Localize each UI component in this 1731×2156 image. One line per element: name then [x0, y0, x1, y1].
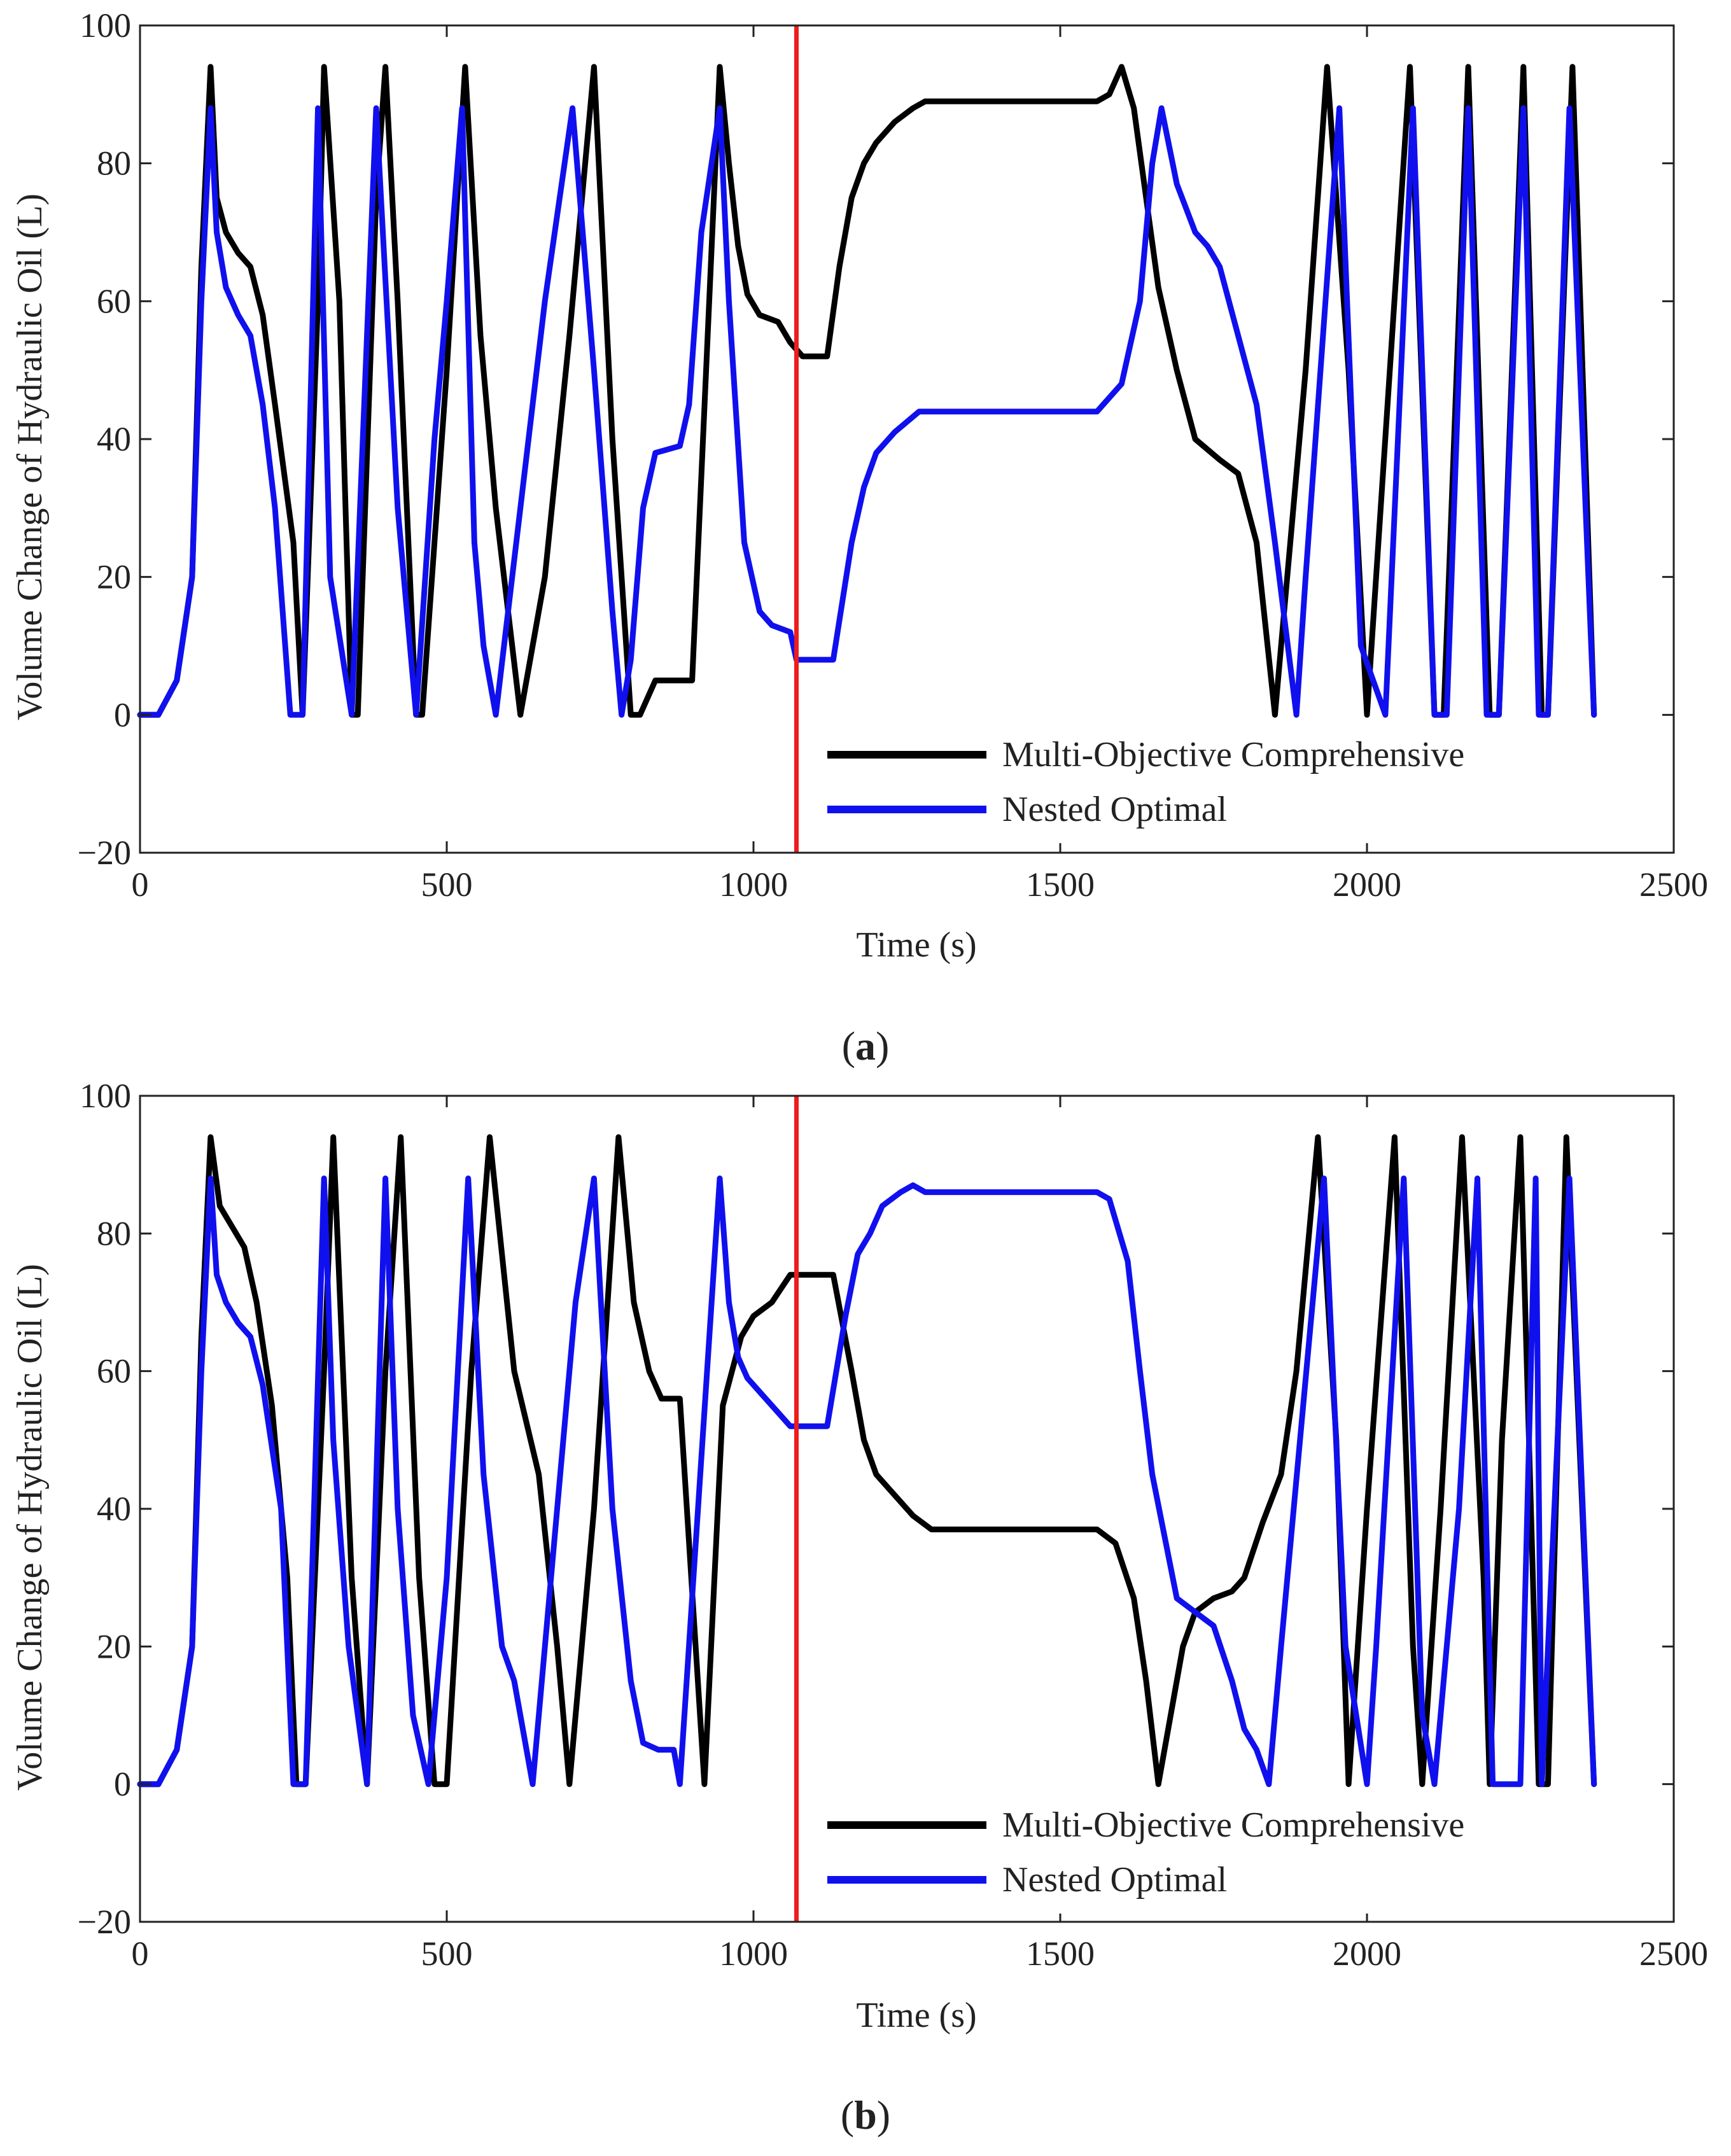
panel-b-x-tick-label: 0 — [132, 1935, 149, 1973]
panel-a-legend-background — [802, 722, 1667, 843]
panel-a-x-tick-label: 2000 — [1333, 865, 1401, 904]
panel-a-x-tick-label: 500 — [421, 865, 473, 904]
panel-b-x-tick-label: 2000 — [1333, 1935, 1401, 1973]
panel-b-series-nested-optimal — [137, 1175, 1597, 1788]
panel-a-y-tick-label: 100 — [80, 6, 131, 45]
panel-a-y-tick-label: −20 — [78, 834, 131, 872]
panel-a-x-axis-label: Time (s) — [856, 925, 976, 965]
panel-b-y-tick-label: 40 — [97, 1490, 131, 1528]
panel-b-y-tick-label: 80 — [97, 1214, 131, 1252]
panel-a-x-tick-label: 1000 — [719, 865, 788, 904]
panel-a-series-nested-optimal — [137, 105, 1597, 718]
panel-b-x-tick-label: 2500 — [1639, 1935, 1708, 1973]
panel-a-x-tick-label: 2500 — [1639, 865, 1708, 904]
panel-b-x-axis-label: Time (s) — [856, 1996, 976, 2035]
panel-a-x-tick-label: 0 — [132, 865, 149, 904]
panel-a-y-tick-label: 60 — [97, 282, 131, 320]
panel-b-caption: (b) — [841, 2092, 890, 2138]
panel-b-y-tick-label: −20 — [78, 1903, 131, 1941]
panel-a-legend: Multi-Objective Comprehensive Nested Opt… — [802, 722, 1667, 843]
panel-a-x-tick-label: 1500 — [1026, 865, 1095, 904]
panel-b-legend: Multi-Objective Comprehensive Nested Opt… — [802, 1793, 1667, 1914]
panel-a-y-tick-label: 0 — [114, 696, 131, 734]
panel-b-y-axis-label: Volume Change of Hydraulic Oil (L) — [10, 1264, 50, 1791]
panel-b-y-tick-label: 60 — [97, 1352, 131, 1390]
panel-b-legend-background — [802, 1793, 1667, 1914]
panel-a-y-tick-label: 40 — [97, 420, 131, 458]
panel-a-legend-label-nested-optimal: Nested Optimal — [1002, 790, 1227, 829]
panel-b-legend-label-multi-objective: Multi-Objective Comprehensive — [1002, 1805, 1464, 1845]
panel-a-y-tick-label: 80 — [97, 144, 131, 183]
panel-a-caption-letter: a — [855, 1023, 876, 1068]
panel-b-caption-letter: b — [854, 2092, 877, 2138]
panel-b-y-tick-label: 100 — [80, 1077, 131, 1115]
panel-a-y-tick-label: 20 — [97, 558, 131, 596]
panel-b-x-tick-label: 1000 — [719, 1935, 788, 1973]
panel-a-legend-label-multi-objective: Multi-Objective Comprehensive — [1002, 735, 1464, 774]
panel-b-y-tick-label: 0 — [114, 1765, 131, 1803]
panel-b-legend-label-nested-optimal: Nested Optimal — [1002, 1860, 1227, 1900]
panel-b-x-tick-label: 1500 — [1026, 1935, 1095, 1973]
panel-a-y-axis-label: Volume Change of Hydraulic Oil (L) — [10, 193, 50, 720]
panel-b-y-tick-label: 20 — [97, 1627, 131, 1665]
panel-a-caption: (a) — [842, 1023, 890, 1068]
panel-b-x-tick-label: 500 — [421, 1935, 473, 1973]
